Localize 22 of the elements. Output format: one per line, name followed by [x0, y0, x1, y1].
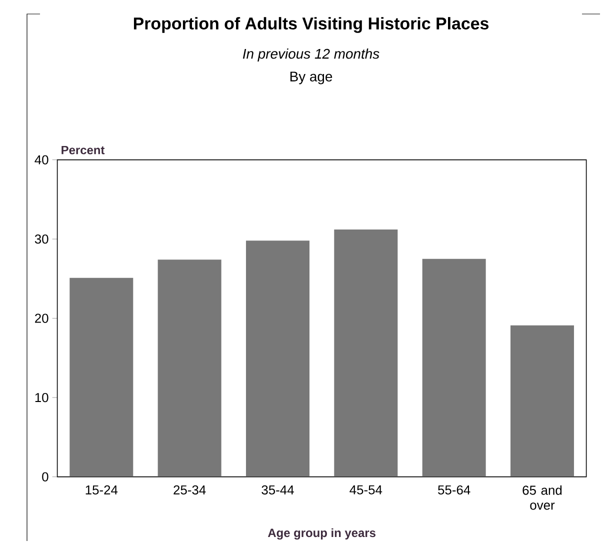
chart-title: Proportion of Adults Visiting Historic Places [134, 17, 488, 34]
x-tick-label: 15-24 [86, 485, 118, 495]
x-tick-label: 35-44 [262, 485, 294, 495]
x-tick-label: 45-54 [350, 485, 382, 494]
bar [246, 240, 310, 477]
y-tick-label: 20 [35, 314, 48, 323]
x-tick-label: 25-34 [174, 485, 206, 495]
text: By age [290, 72, 332, 84]
x-tick-label: 55-64 [438, 485, 470, 495]
bar [70, 278, 134, 477]
y-axis-title: Percent [62, 146, 105, 154]
y-tick-label: 40 [34, 155, 48, 164]
x-axis-title: Age group in years [268, 528, 376, 540]
chart-subtitle: In previous 12 months [242, 48, 380, 62]
x-tick-label: 65 and over [522, 485, 562, 510]
bar [158, 260, 222, 477]
y-tick-label: 10 [35, 393, 48, 402]
bar [422, 258, 486, 477]
y-tick-label: 0 [42, 472, 48, 482]
bar [334, 230, 398, 477]
y-tick-label: 30 [34, 234, 48, 244]
bar [510, 326, 574, 477]
